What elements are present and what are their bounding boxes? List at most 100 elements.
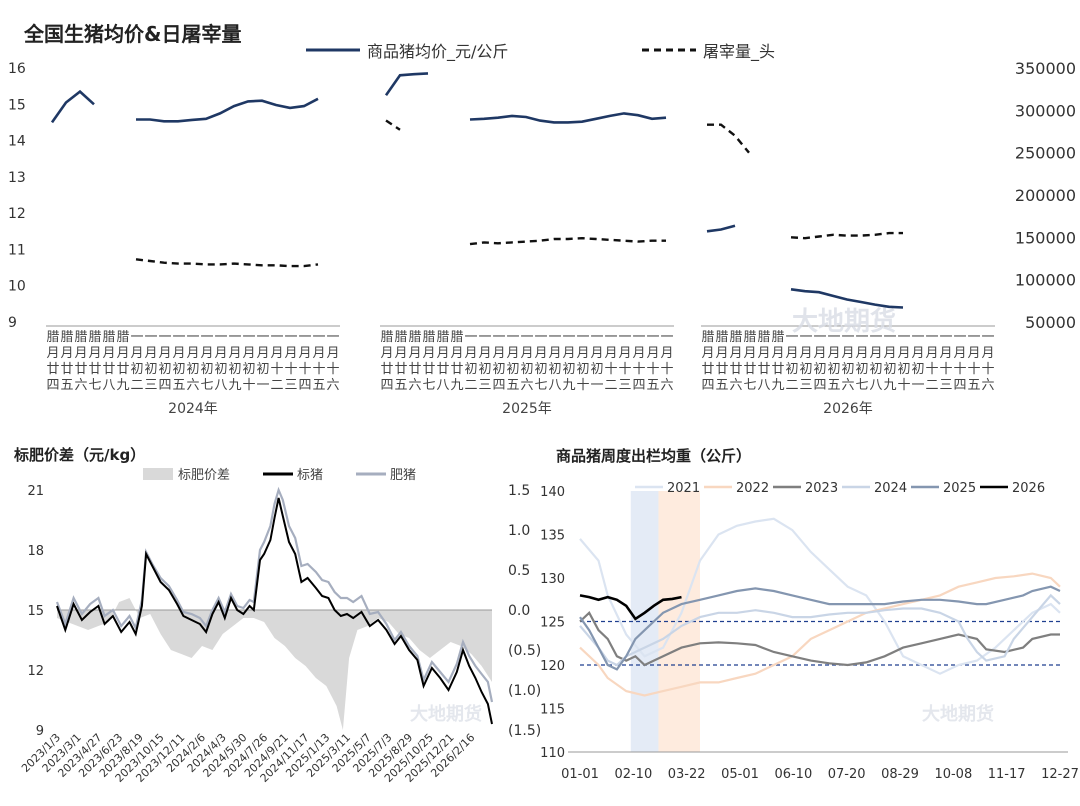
chart3-y-tick: 110: [540, 746, 565, 761]
chart1-category-label: 一: [534, 330, 547, 345]
chart1-category-label: 七: [422, 378, 435, 393]
chart1-price-line: [136, 97, 319, 123]
chart1-category-label: 月: [743, 346, 756, 361]
chart1-category-label: 腊: [771, 330, 784, 345]
chart1-category-label: 月: [548, 346, 561, 361]
chart1-category-label: 四: [813, 378, 826, 393]
chart1-category-label: 一: [799, 330, 812, 345]
chart1-category-label: 廿: [116, 362, 129, 377]
chart1-category-label: 初: [172, 362, 185, 377]
chart1-category-label: 廿: [74, 362, 87, 377]
chart1-category-label: 十: [604, 362, 617, 377]
chart3-x-tick: 06-10: [774, 767, 812, 782]
chart1-category-label: 五: [715, 378, 728, 393]
chart2-right-tick: 0.0: [508, 603, 530, 619]
chart1-category-label: 九: [228, 378, 241, 393]
chart1-category-label: 八: [102, 378, 115, 393]
chart1-category-label: 二: [604, 378, 617, 393]
chart1-category-label: 四: [953, 378, 966, 393]
chart1-category-label: 廿: [743, 362, 756, 377]
chart1-category-label: 初: [214, 362, 227, 377]
chart1-category-label: 一: [939, 330, 952, 345]
chart3-x-tick: 11-17: [988, 767, 1026, 782]
chart1-category-label: 十: [312, 362, 325, 377]
chart1-category-label: 初: [576, 362, 589, 377]
chart1-category-label: 腊: [757, 330, 770, 345]
chart1-category-label: 一: [604, 330, 617, 345]
chart1-category-label: 十: [270, 362, 283, 377]
chart1-category-label: 一: [326, 330, 339, 345]
chart1-category-label: 廿: [380, 362, 393, 377]
chart1-category-label: 腊: [60, 330, 73, 345]
chart1-category-label: 一: [256, 330, 269, 345]
chart1-category-label: 九: [450, 378, 463, 393]
chart3-series-2025: [579, 585, 1061, 671]
chart1-category-label: 四: [492, 378, 505, 393]
chart1-category-label: 月: [925, 346, 938, 361]
chart1-category-label: 初: [911, 362, 924, 377]
chart1-category-label: 十: [618, 362, 631, 377]
chart1-category-label: 一: [897, 330, 910, 345]
chart1-category-label: 三: [618, 378, 631, 393]
chart1-category-label: 月: [520, 346, 533, 361]
chart2-legend-standard: 标猪: [297, 468, 323, 483]
chart2-right-tick: 1.5: [508, 483, 530, 499]
chart1-category-label: 腊: [422, 330, 435, 345]
chart1-category-label: 二: [785, 378, 798, 393]
chart1-category-label: 月: [214, 346, 227, 361]
chart2-right-tick: 1.0: [508, 523, 530, 539]
chart1-category-label: 一: [186, 330, 199, 345]
chart1-category-label: 二: [925, 378, 938, 393]
chart3-legend-label: 2024: [874, 481, 907, 496]
chart1-category-label: 十: [953, 362, 966, 377]
chart1-category-label: 一: [911, 330, 924, 345]
chart3-series-2022: [579, 572, 1061, 697]
chart1-category-label: 一: [618, 330, 631, 345]
chart1-category-label: 月: [144, 346, 157, 361]
chart1-category-label: 月: [242, 346, 255, 361]
chart1-category-label: 一: [464, 330, 477, 345]
chart1-category-label: 一: [478, 330, 491, 345]
chart3-x-tick: 02-10: [614, 767, 652, 782]
chart2-left-tick: 21: [27, 484, 44, 499]
chart1-category-label: 初: [186, 362, 199, 377]
chart1-category-label: 月: [911, 346, 924, 361]
chart3-x-tick: 10-08: [934, 767, 972, 782]
chart1-category-label: 月: [646, 346, 659, 361]
chart1-price-line: [469, 112, 667, 124]
chart3-legend-label: 2022: [736, 481, 769, 496]
chart1-category-label: 一: [312, 330, 325, 345]
chart1-category-label: 二: [270, 378, 283, 393]
chart1-category-label: 月: [618, 346, 631, 361]
chart1-category-label: 六: [326, 378, 339, 393]
chart2-left-tick: 18: [27, 544, 44, 559]
chart3-watermark: 大地期货: [922, 703, 994, 725]
chart1-category-label: 月: [729, 346, 742, 361]
chart1-price-line: [790, 288, 904, 309]
chart1-category-label: 月: [981, 346, 994, 361]
chart1-category-label: 月: [841, 346, 854, 361]
chart1-category-label: 十: [632, 362, 645, 377]
chart1-category-label: 一: [813, 330, 826, 345]
chart1-category-label: 廿: [60, 362, 73, 377]
chart1-category-label: 八: [548, 378, 561, 393]
chart1-category-label: 七: [534, 378, 547, 393]
chart1-category-label: 十: [660, 362, 673, 377]
chart1-category-label: 一: [953, 330, 966, 345]
chart3-series-2021: [579, 517, 1061, 675]
chart1-category-label: 廿: [450, 362, 463, 377]
chart1-category-label: 月: [757, 346, 770, 361]
chart1-category-label: 月: [298, 346, 311, 361]
chart1-category-label: 三: [144, 378, 157, 393]
chart3-y-tick: 140: [540, 485, 565, 500]
chart1-category-label: 四: [46, 378, 59, 393]
chart1-category-label: 五: [394, 378, 407, 393]
chart1-category-label: 廿: [729, 362, 742, 377]
chart1-category-label: 月: [130, 346, 143, 361]
chart2-legend-spread-swatch: [143, 468, 173, 480]
chart1-category-label: 月: [408, 346, 421, 361]
chart1-category-label: 一: [883, 330, 896, 345]
chart1-category-label: 三: [939, 378, 952, 393]
chart1-category-label: 一: [855, 330, 868, 345]
chart1-category-label: 一: [506, 330, 519, 345]
